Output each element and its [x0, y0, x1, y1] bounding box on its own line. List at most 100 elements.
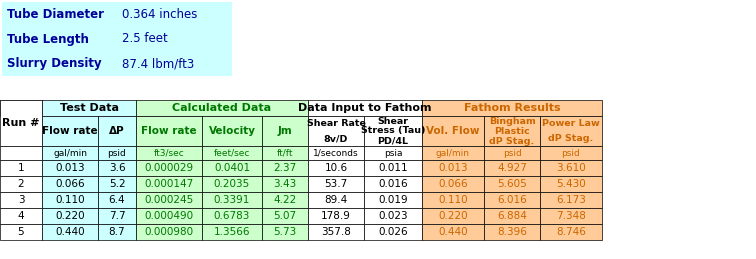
Bar — [540, 208, 602, 224]
Bar — [540, 146, 602, 160]
Bar — [42, 224, 98, 240]
Text: Calculated Data: Calculated Data — [172, 103, 271, 113]
Text: gal/min: gal/min — [436, 148, 470, 157]
Text: Jm: Jm — [277, 126, 293, 136]
Text: 0.000490: 0.000490 — [144, 211, 194, 221]
Text: 3.610: 3.610 — [556, 163, 586, 173]
Bar — [42, 160, 98, 176]
Bar — [262, 224, 308, 240]
Text: 2.37: 2.37 — [274, 163, 296, 173]
Text: 2.5 feet: 2.5 feet — [122, 32, 168, 46]
Bar — [0, 208, 42, 224]
Text: 0.110: 0.110 — [55, 195, 85, 205]
Bar — [308, 192, 364, 208]
Text: 0.066: 0.066 — [438, 179, 468, 189]
Text: 6.4: 6.4 — [109, 195, 125, 205]
Text: 6.884: 6.884 — [497, 211, 527, 221]
Text: 0.220: 0.220 — [438, 211, 468, 221]
Bar — [484, 160, 540, 176]
Text: 4.22: 4.22 — [274, 195, 296, 205]
Text: Test Data: Test Data — [60, 103, 119, 113]
Bar — [308, 176, 364, 192]
Bar — [98, 224, 136, 240]
Text: 5: 5 — [17, 227, 24, 237]
Bar — [422, 100, 602, 116]
Bar — [0, 160, 42, 176]
Bar — [136, 224, 202, 240]
Text: 5.605: 5.605 — [497, 179, 527, 189]
Bar — [202, 176, 262, 192]
Bar — [308, 116, 364, 146]
Bar — [262, 208, 308, 224]
Text: feet/sec: feet/sec — [214, 148, 250, 157]
Bar — [0, 224, 42, 240]
Text: 0.2035: 0.2035 — [214, 179, 250, 189]
Text: 0.000029: 0.000029 — [144, 163, 194, 173]
Text: 8.396: 8.396 — [497, 227, 527, 237]
Bar — [42, 146, 98, 160]
Text: psid: psid — [562, 148, 581, 157]
Text: Flow rate: Flow rate — [141, 126, 197, 136]
Bar — [0, 146, 42, 160]
Text: 0.013: 0.013 — [55, 163, 85, 173]
Bar — [98, 192, 136, 208]
Bar — [42, 176, 98, 192]
Bar — [2, 2, 232, 76]
Bar — [422, 146, 484, 160]
Text: 0.440: 0.440 — [55, 227, 85, 237]
Bar — [98, 176, 136, 192]
Text: 0.011: 0.011 — [378, 163, 407, 173]
Text: 178.9: 178.9 — [321, 211, 351, 221]
Text: 1.3566: 1.3566 — [214, 227, 250, 237]
Bar — [136, 208, 202, 224]
Text: 0.000980: 0.000980 — [144, 227, 194, 237]
Text: 89.4: 89.4 — [324, 195, 348, 205]
Bar — [98, 146, 136, 160]
Text: 0.3391: 0.3391 — [214, 195, 250, 205]
Text: 0.110: 0.110 — [438, 195, 468, 205]
Bar — [308, 208, 364, 224]
Bar — [364, 176, 422, 192]
Text: 0.440: 0.440 — [438, 227, 468, 237]
Text: psid: psid — [107, 148, 126, 157]
Text: gal/min: gal/min — [53, 148, 87, 157]
Text: Velocity: Velocity — [209, 126, 256, 136]
Text: Plastic: Plastic — [494, 126, 530, 135]
Bar — [202, 192, 262, 208]
Bar — [98, 208, 136, 224]
Text: Tube Length: Tube Length — [7, 32, 89, 46]
Bar — [422, 116, 484, 146]
Bar — [202, 116, 262, 146]
Text: 0.026: 0.026 — [378, 227, 407, 237]
Text: psia: psia — [384, 148, 402, 157]
Bar — [484, 224, 540, 240]
Bar — [540, 160, 602, 176]
Text: 0.023: 0.023 — [378, 211, 407, 221]
Text: PD/4L: PD/4L — [377, 136, 408, 146]
Text: 357.8: 357.8 — [321, 227, 351, 237]
Text: dP Stag.: dP Stag. — [489, 136, 534, 146]
Text: Slurry Density: Slurry Density — [7, 57, 101, 70]
Text: 0.019: 0.019 — [378, 195, 407, 205]
Bar — [484, 176, 540, 192]
Text: 3.43: 3.43 — [274, 179, 296, 189]
Bar — [0, 100, 42, 116]
Text: Fathom Results: Fathom Results — [463, 103, 560, 113]
Text: 0.364 inches: 0.364 inches — [122, 8, 197, 21]
Text: Tube Diameter: Tube Diameter — [7, 8, 104, 21]
Bar — [262, 176, 308, 192]
Bar — [262, 160, 308, 176]
Text: 1: 1 — [17, 163, 24, 173]
Bar — [136, 116, 202, 146]
Text: ft/ft: ft/ft — [277, 148, 293, 157]
Text: 8.746: 8.746 — [556, 227, 586, 237]
Bar — [42, 192, 98, 208]
Bar — [42, 100, 136, 116]
Text: Data Input to Fathom: Data Input to Fathom — [299, 103, 432, 113]
Bar — [484, 116, 540, 146]
Bar — [422, 176, 484, 192]
Bar — [0, 176, 42, 192]
Bar — [364, 192, 422, 208]
Text: 0.000245: 0.000245 — [144, 195, 194, 205]
Bar — [98, 160, 136, 176]
